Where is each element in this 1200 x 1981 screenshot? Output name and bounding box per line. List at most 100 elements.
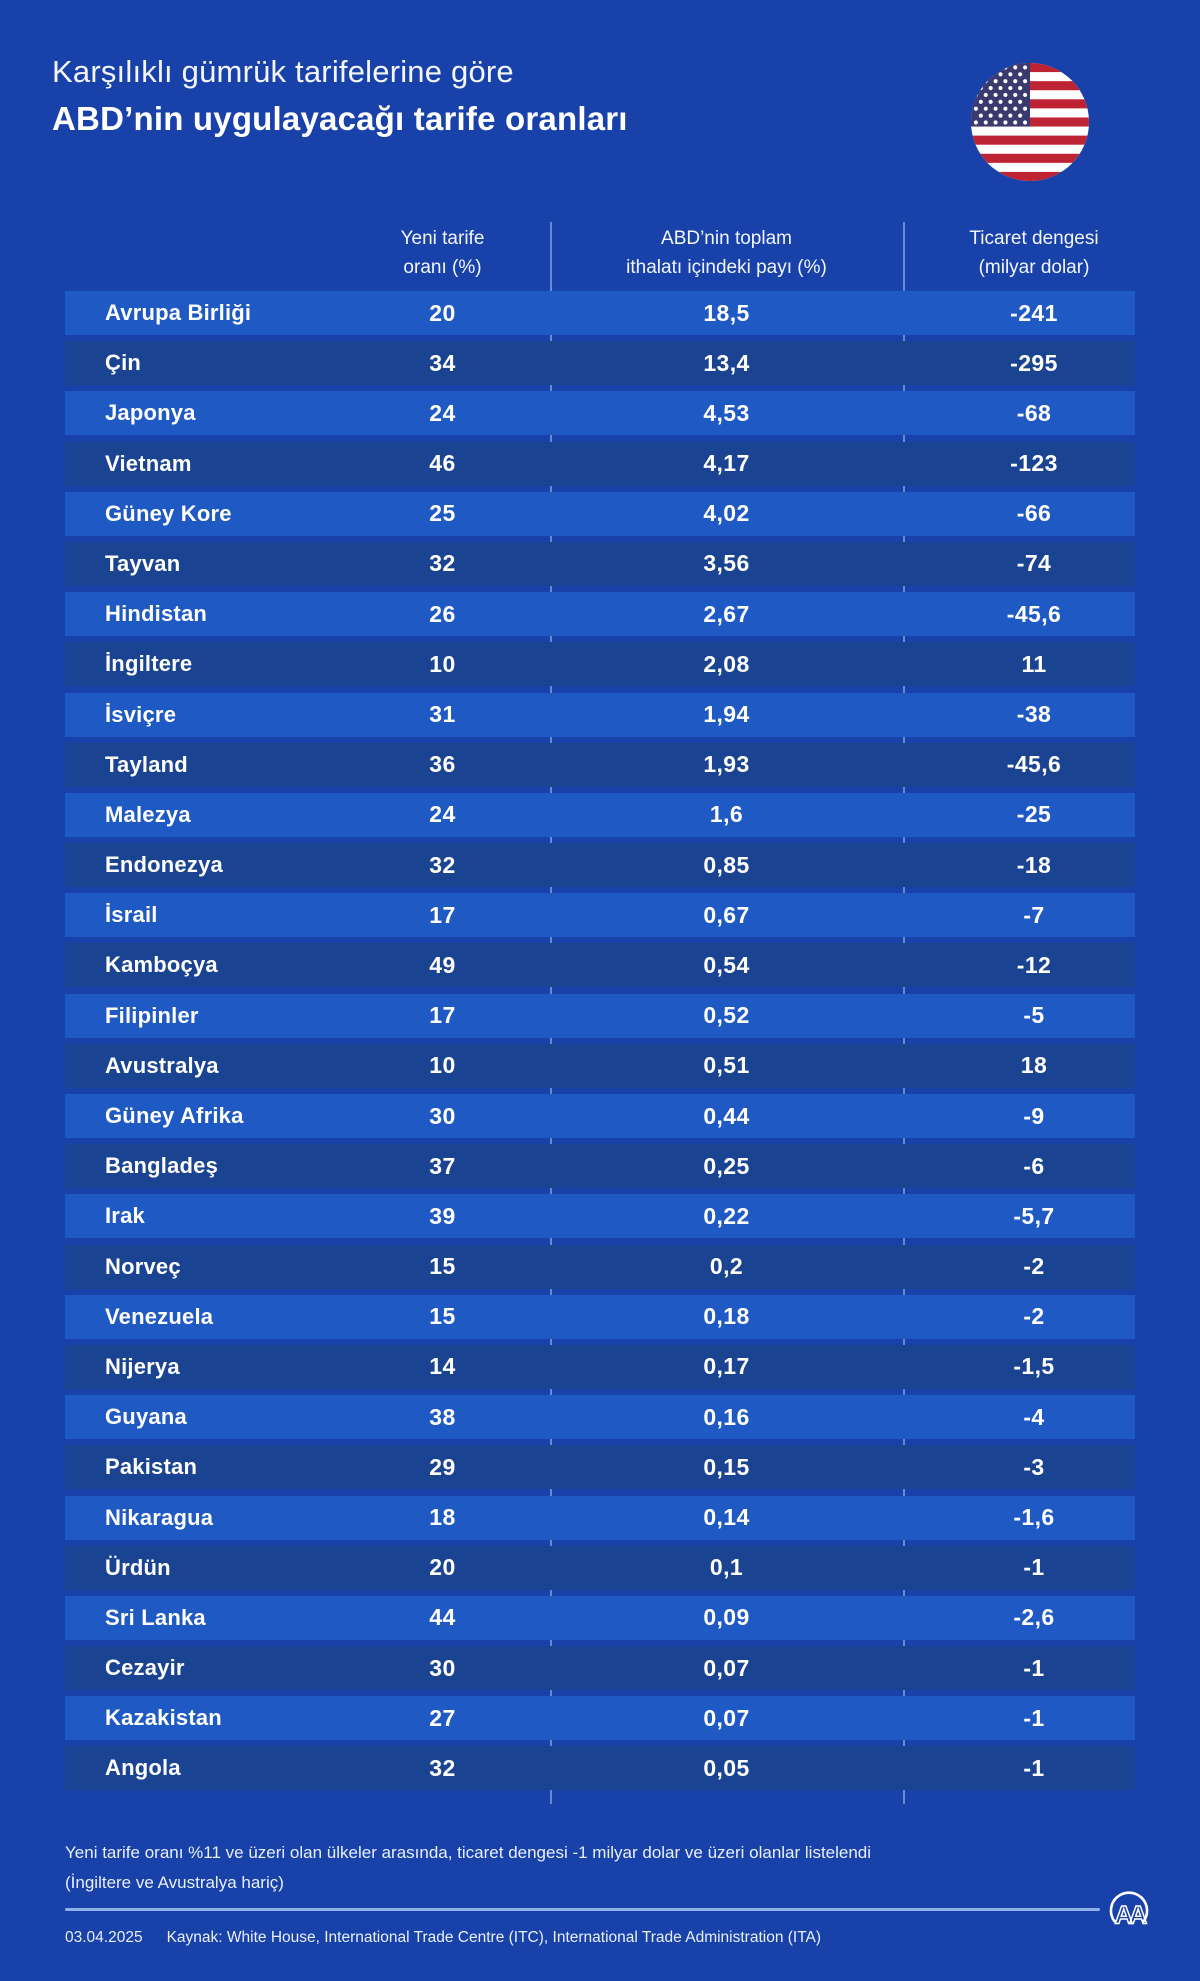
cell-import-share: 4,17 (703, 450, 750, 477)
cell-import-share: 1,94 (703, 701, 750, 727)
cell-import-share: 4,02 (703, 500, 750, 527)
header-import-share-line2: ithalatı içindeki payı (%) (626, 257, 827, 279)
footnote-line1: Yeni tarife oranı %11 ve üzeri olan ülke… (65, 1843, 872, 1862)
table-row: Japonya 24 4,53 -68 (65, 391, 1135, 436)
cell-country: Avustralya (105, 1052, 219, 1078)
cell-country: Ürdün (105, 1554, 171, 1580)
cell-new-tariff: 29 (429, 1453, 456, 1480)
source-label: Kaynak: White House, International Trade… (166, 1929, 822, 1946)
cell-trade-balance: -7 (1023, 901, 1045, 928)
cell-trade-balance: -25 (1016, 801, 1052, 828)
cell-trade-balance: -123 (1010, 450, 1058, 477)
table-row: Norveç 15 0,2 -2 (65, 1244, 1135, 1289)
cell-country: Vietnam (105, 450, 192, 476)
cell-trade-balance: 18 (1020, 1052, 1048, 1079)
table-row: Venezuela 15 0,18 -2 (65, 1294, 1135, 1339)
cell-new-tariff: 49 (429, 951, 456, 978)
cell-new-tariff: 14 (429, 1353, 456, 1380)
aa-logo-svg: AA (1109, 1891, 1152, 1930)
cell-trade-balance: -1 (1023, 1704, 1045, 1731)
table-row: İngiltere 10 2,08 11 (65, 642, 1135, 687)
cell-country: Kazakistan (105, 1705, 222, 1731)
cell-country: Nikaragua (105, 1504, 214, 1530)
header-import-share-line1: ABD’nin toplam (661, 228, 792, 249)
cell-trade-balance: -9 (1023, 1102, 1045, 1129)
cell-country: Japonya (105, 400, 196, 426)
table-row: Nijerya 14 0,17 -1,5 (65, 1344, 1135, 1389)
cell-import-share: 0,67 (703, 901, 750, 928)
table-row: Malezya 24 1,6 -25 (65, 792, 1135, 837)
footnote-line2: (İngiltere ve Avustralya hariç) (65, 1872, 284, 1892)
cell-import-share: 0,54 (703, 951, 750, 978)
table-row: Guyana 38 0,16 -4 (65, 1395, 1135, 1440)
table-row: Angola 32 0,05 -1 (65, 1746, 1135, 1791)
table-row: Nikaragua 18 0,14 -1,6 (65, 1495, 1135, 1540)
table-row: Filipinler 17 0,52 -5 (65, 993, 1135, 1038)
cell-new-tariff: 36 (429, 751, 456, 778)
cell-country: Pakistan (105, 1454, 198, 1480)
cell-country: Cezayir (105, 1655, 185, 1681)
cell-trade-balance: -18 (1016, 851, 1052, 878)
cell-country: Norveç (105, 1253, 181, 1279)
table-row: Güney Afrika 30 0,44 -9 (65, 1094, 1135, 1138)
table-row: Avustralya 10 0,51 18 (65, 1043, 1135, 1088)
table-row: Avrupa Birliği 20 18,5 -241 (65, 291, 1135, 335)
cell-new-tariff: 39 (429, 1202, 456, 1229)
cell-import-share: 2,67 (703, 600, 750, 627)
cell-trade-balance: -45,6 (1006, 600, 1062, 627)
cell-country: Çin (105, 350, 142, 376)
table-row: Çin 34 13,4 -295 (65, 341, 1135, 386)
table-row: Kamboçya 49 0,54 -12 (65, 943, 1135, 988)
table-row: Ürdün 20 0,1 -1 (65, 1545, 1135, 1590)
cell-import-share: 3,56 (703, 550, 750, 577)
table-row: Kazakistan 27 0,07 -1 (65, 1696, 1135, 1741)
table-row: İsrail 17 0,67 -7 (65, 893, 1135, 938)
cell-country: Sri Lanka (105, 1604, 206, 1630)
cell-trade-balance: -2,6 (1013, 1604, 1055, 1631)
title-line-2: ABD’nin uygulayacağı tarife oranları (52, 100, 628, 137)
cell-country: Güney Kore (105, 500, 232, 526)
table-row: İsviçre 31 1,94 -38 (65, 692, 1135, 737)
cell-trade-balance: -1,6 (1013, 1504, 1055, 1530)
cell-new-tariff: 18 (429, 1504, 456, 1530)
cell-import-share: 0,09 (703, 1604, 750, 1631)
cell-import-share: 0,1 (709, 1554, 744, 1581)
table-row: Hindistan 26 2,67 -45,6 (65, 592, 1135, 637)
cell-new-tariff: 32 (429, 550, 456, 577)
cell-new-tariff: 25 (429, 500, 456, 527)
table-row: Endonezya 32 0,85 -18 (65, 843, 1135, 888)
footer-divider-line (65, 1908, 1100, 1911)
svg-text:AA: AA (1115, 1902, 1147, 1930)
cell-country: Tayland (105, 751, 188, 777)
cell-country: İngiltere (105, 651, 193, 677)
header-trade-balance-line2: (milyar dolar) (978, 257, 1090, 279)
cell-new-tariff: 31 (429, 701, 456, 727)
footnote: Yeni tarife oranı %11 ve üzeri olan ülke… (65, 1838, 871, 1898)
table-row: Güney Kore 25 4,02 -66 (65, 491, 1135, 536)
cell-import-share: 0,07 (703, 1654, 750, 1681)
cell-new-tariff: 30 (429, 1102, 456, 1129)
us-flag-icon (971, 63, 1089, 181)
cell-import-share: 0,44 (703, 1102, 750, 1129)
cell-new-tariff: 26 (429, 600, 456, 627)
header-trade-balance-line1: Ticaret dengesi (969, 228, 1099, 249)
cell-trade-balance: -45,6 (1006, 751, 1062, 778)
cell-import-share: 0,05 (703, 1754, 750, 1781)
cell-country: Güney Afrika (105, 1103, 244, 1128)
cell-new-tariff: 10 (429, 650, 456, 677)
cell-trade-balance: -3 (1023, 1453, 1045, 1480)
cell-new-tariff: 20 (429, 1554, 456, 1581)
cell-new-tariff: 30 (429, 1654, 456, 1681)
aa-agency-logo-icon: AA (1106, 1886, 1152, 1932)
cell-trade-balance: -1 (1023, 1554, 1045, 1581)
cell-import-share: 0,52 (703, 1002, 750, 1029)
title-line-1: Karşılıklı gümrük tarifelerine göre (52, 54, 514, 89)
table-row: Vietnam 46 4,17 -123 (65, 441, 1135, 486)
cell-trade-balance: -1 (1023, 1654, 1045, 1681)
cell-country: Bangladeş (105, 1153, 219, 1179)
cell-import-share: 0,17 (703, 1353, 750, 1380)
table-row: Tayland 36 1,93 -45,6 (65, 742, 1135, 787)
cell-new-tariff: 32 (429, 851, 456, 878)
cell-trade-balance: 11 (1021, 650, 1047, 677)
